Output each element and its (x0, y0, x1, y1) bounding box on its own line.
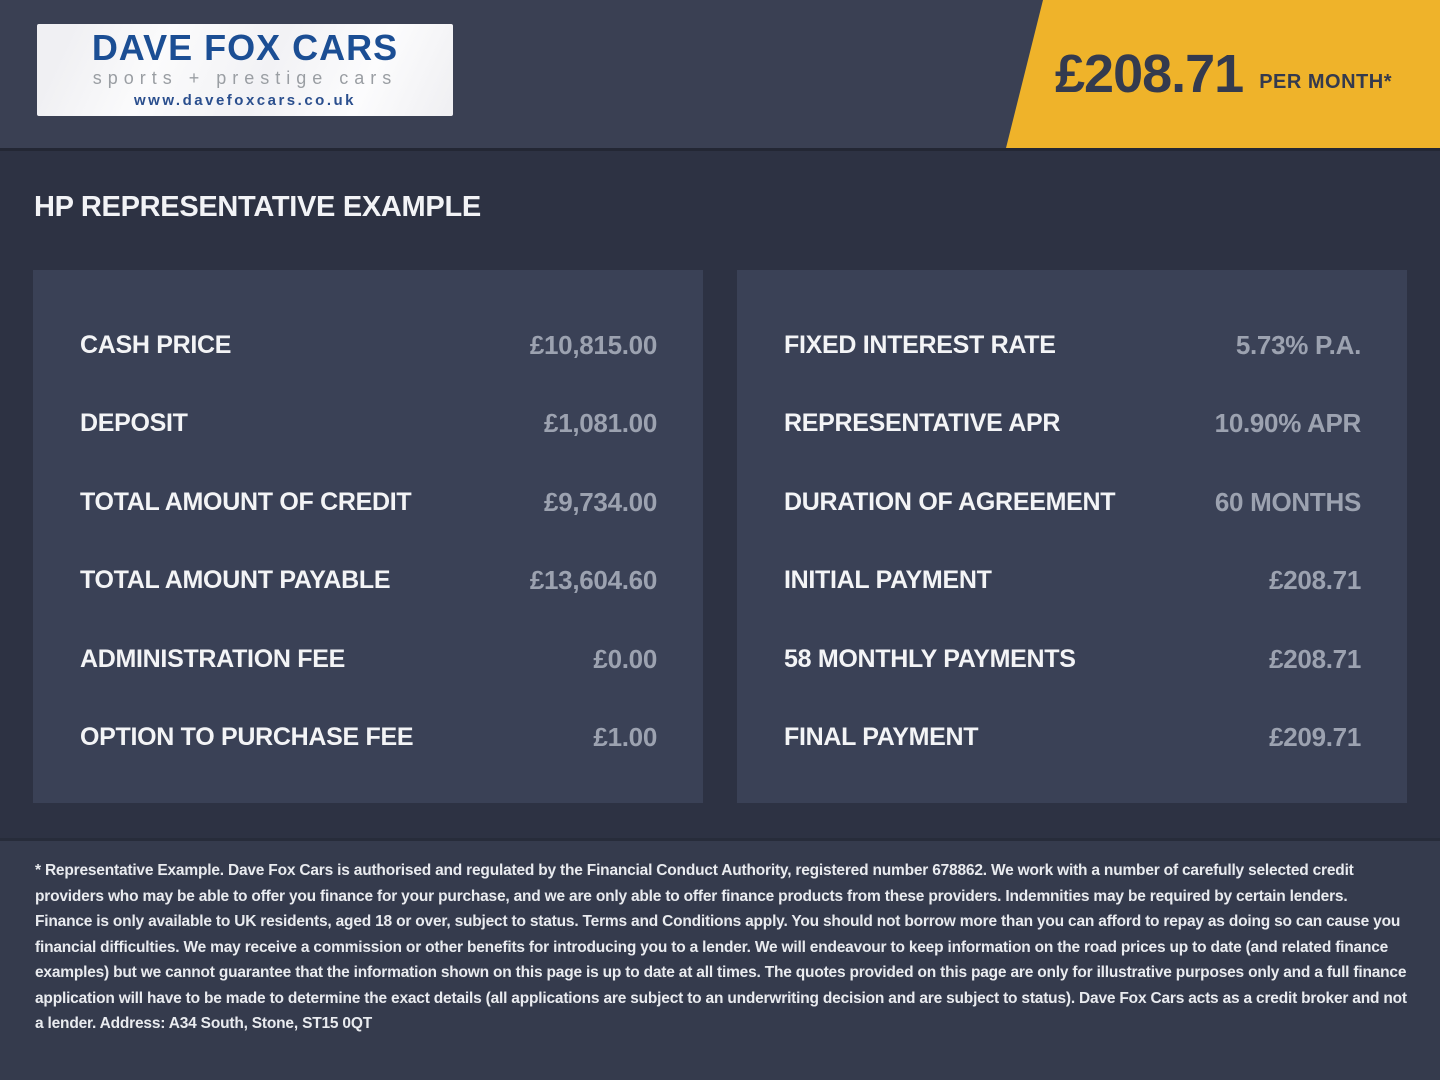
finance-row: TOTAL AMOUNT PAYABLE £13,604.60 (80, 542, 657, 621)
finance-row-label: CASH PRICE (80, 330, 232, 359)
finance-row: DURATION OF AGREEMENT 60 MONTHS (784, 463, 1361, 542)
finance-panel-left: CASH PRICE £10,815.00 DEPOSIT £1,081.00 TOTA… (33, 270, 703, 803)
finance-row-label: TOTAL AMOUNT PAYABLE (80, 566, 391, 595)
dealer-logo-website: www.davefoxcars.co.uk (133, 92, 356, 109)
finance-row: FINAL PAYMENT £209.71 (784, 699, 1361, 778)
dealer-logo-name: DAVE FOX CARS (91, 27, 399, 68)
finance-row-label: TOTAL AMOUNT OF CREDIT (80, 487, 412, 516)
finance-row-label: ADMINISTRATION FEE (80, 644, 345, 673)
finance-row: FIXED INTEREST RATE 5.73% P.A. (784, 306, 1361, 385)
finance-row-value: 60 MONTHS (1214, 486, 1361, 517)
finance-row: REPRESENTATIVE APR 10.90% APR (784, 385, 1361, 464)
finance-row-label: DURATION OF AGREEMENT (784, 487, 1116, 516)
finance-row-value: £10,815.00 (529, 329, 657, 360)
finance-row-value: £208.71 (1269, 565, 1361, 596)
monthly-price-period: PER MONTH* (1259, 70, 1392, 93)
finance-row: TOTAL AMOUNT OF CREDIT £9,734.00 (80, 463, 657, 542)
footer: * Representative Example. Dave Fox Cars … (0, 838, 1440, 1080)
finance-row: DEPOSIT £1,081.00 (80, 385, 657, 464)
dealer-logo[interactable]: DAVE FOX CARS sports + prestige cars www… (37, 24, 453, 116)
finance-row: 58 MONTHLY PAYMENTS £208.71 (784, 620, 1361, 699)
finance-row-label: 58 MONTHLY PAYMENTS (784, 644, 1076, 673)
finance-row: OPTION TO PURCHASE FEE £1.00 (80, 699, 657, 778)
finance-row: ADMINISTRATION FEE £0.00 (80, 620, 657, 699)
finance-row-label: FINAL PAYMENT (784, 723, 979, 752)
finance-row-value: £9,734.00 (544, 486, 657, 517)
finance-row-value: £208.71 (1269, 643, 1361, 674)
finance-row-value: £13,604.60 (529, 565, 657, 596)
finance-row-label: DEPOSIT (80, 409, 188, 438)
finance-row-label: OPTION TO PURCHASE FEE (80, 723, 414, 752)
finance-row-label: FIXED INTEREST RATE (784, 330, 1056, 359)
disclaimer-text: * Representative Example. Dave Fox Cars … (35, 862, 1407, 1032)
finance-row-label: INITIAL PAYMENT (784, 566, 992, 595)
finance-row: INITIAL PAYMENT £208.71 (784, 542, 1361, 621)
dealer-logo-tagline: sports + prestige cars (92, 68, 398, 88)
price-banner (1006, 0, 1440, 148)
finance-row-value: £1.00 (593, 722, 657, 753)
monthly-price: £208.71 (1055, 44, 1244, 104)
finance-row-value: £1,081.00 (544, 408, 657, 439)
finance-row-value: 5.73% P.A. (1235, 329, 1361, 360)
finance-row-value: £0.00 (593, 643, 657, 674)
price-banner-text: £208.71 PER MONTH* (1055, 0, 1392, 148)
finance-panel-right: FIXED INTEREST RATE 5.73% P.A. REPRESENTAT… (737, 270, 1407, 803)
header-bar: £208.71 PER MONTH* DAVE FOX CARS sports … (0, 0, 1440, 148)
finance-row-value: £209.71 (1269, 722, 1361, 753)
finance-row: CASH PRICE £10,815.00 (80, 306, 657, 385)
page-title: HP REPRESENTATIVE EXAMPLE (34, 191, 481, 223)
finance-row-label: REPRESENTATIVE APR (784, 409, 1061, 438)
finance-row-value: 10.90% APR (1214, 408, 1362, 439)
